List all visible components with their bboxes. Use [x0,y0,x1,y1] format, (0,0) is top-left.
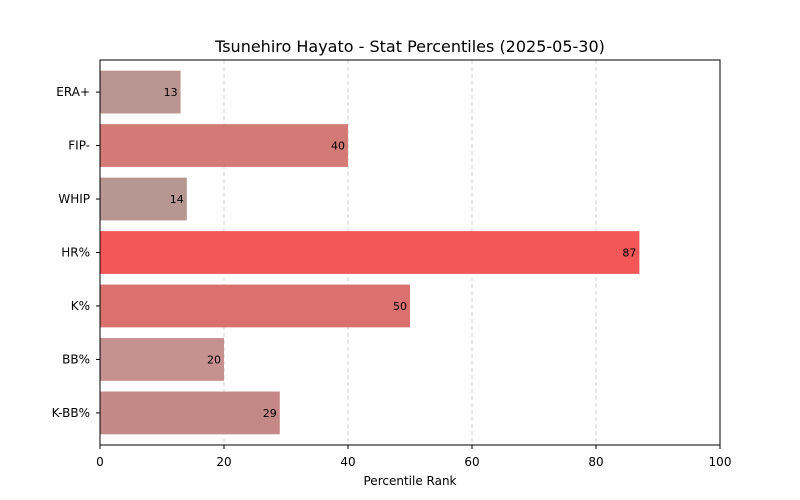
chart-title: Tsunehiro Hayato - Stat Percentiles (202… [214,37,605,56]
data-label: 13 [164,86,178,99]
data-label: 14 [170,193,184,206]
y-axis-ticks: ERA+ FIP- WHIP HR% K% BB% K-BB% [52,85,100,420]
y-tick-label: K-BB% [52,406,90,420]
data-label: 40 [331,140,345,153]
x-axis-label: Percentile Rank [364,474,457,488]
data-label: 29 [263,407,277,420]
x-tick-label: 40 [340,455,355,469]
bar [100,124,348,167]
y-tick-label: BB% [62,352,90,366]
bar [100,70,181,114]
y-tick-label: K% [71,299,90,313]
y-tick-label: HR% [61,246,90,260]
y-tick-label: ERA+ [56,85,90,99]
bar [100,231,640,274]
data-label: 87 [622,247,636,260]
x-tick-label: 60 [464,455,479,469]
data-label: 20 [207,353,221,366]
y-tick-label: WHIP [58,192,90,206]
x-tick-label: 0 [96,455,104,469]
x-tick-label: 100 [709,455,732,469]
data-label: 50 [393,300,407,313]
bar [100,284,410,328]
bar [100,338,224,381]
bars: 13 40 14 87 50 20 29 [100,70,640,435]
x-axis-ticks: 0 20 40 60 80 100 [96,445,731,469]
x-tick-label: 80 [588,455,603,469]
bar [100,177,187,221]
bar [100,391,280,435]
y-tick-label: FIP- [68,139,90,153]
x-tick-label: 20 [216,455,231,469]
